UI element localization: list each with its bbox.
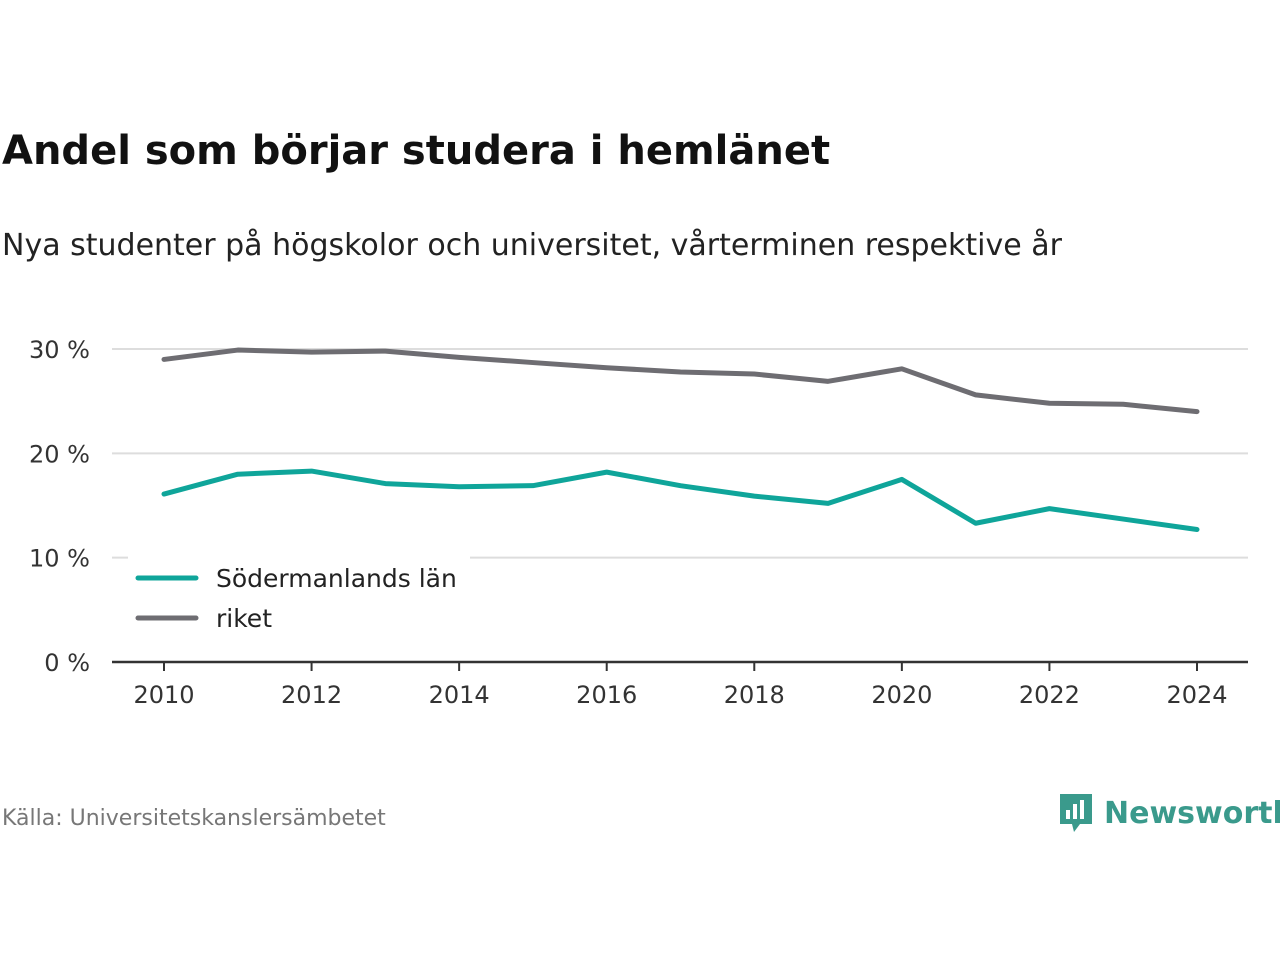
x-tick-label: 2014 <box>429 681 490 709</box>
y-tick-label: 30 % <box>29 336 90 364</box>
series-line-sodermanland <box>161 468 1200 532</box>
legend-label: Södermanlands län <box>216 564 457 593</box>
chart-subtitle: Nya studenter på högskolor och universit… <box>2 228 1062 263</box>
x-tick-label: 2022 <box>1019 681 1080 709</box>
x-tick-label: 2010 <box>133 681 194 709</box>
brand-name: Newsworthy <box>1104 795 1280 831</box>
x-axis: 2010 2012 2014 2016 2018 2020 2022 2024 <box>112 660 1248 709</box>
chart-title: Andel som börjar studera i hemlänet <box>2 128 831 174</box>
y-tick-label: 10 % <box>29 545 90 573</box>
series-lines <box>161 347 1200 532</box>
legend-label: riket <box>216 604 272 633</box>
brand-logo: Newsworthy <box>1058 792 1280 834</box>
y-axis-ticks: 0 % 10 % 20 % 30 % <box>29 336 90 677</box>
newsworthy-logo-icon <box>1060 794 1092 832</box>
x-tick-label: 2024 <box>1166 681 1227 709</box>
y-tick-label: 20 % <box>29 440 90 468</box>
x-tick-label: 2012 <box>281 681 342 709</box>
grid-lines <box>112 348 1248 559</box>
source-note: Källa: Universitetskanslersämbetet <box>2 806 386 831</box>
x-tick-label: 2016 <box>576 681 637 709</box>
legend-background <box>128 554 470 638</box>
x-tick-label: 2018 <box>724 681 785 709</box>
series-line-riket <box>161 347 1200 415</box>
legend: Södermanlands län riket <box>128 554 470 638</box>
x-tick-label: 2020 <box>871 681 932 709</box>
y-tick-label: 0 % <box>44 649 90 677</box>
